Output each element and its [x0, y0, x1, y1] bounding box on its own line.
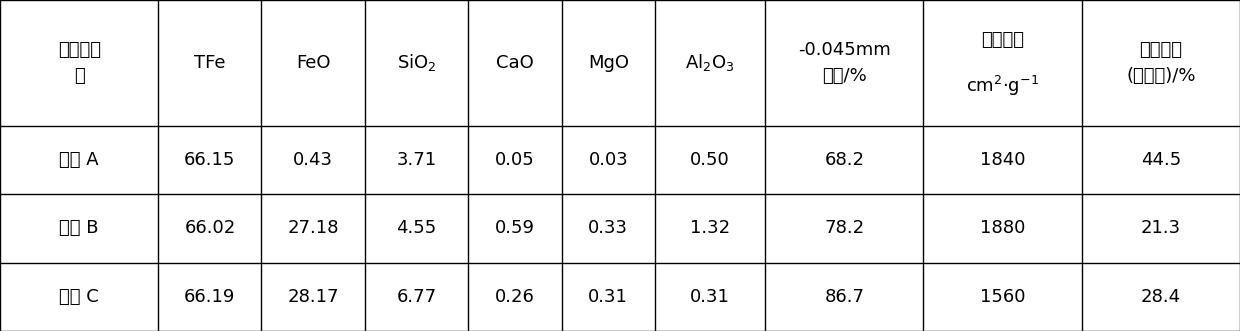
Text: 铁矿 A: 铁矿 A	[60, 151, 99, 169]
Text: cm$^2$$\cdot$g$^{-1}$: cm$^2$$\cdot$g$^{-1}$	[966, 74, 1039, 98]
Text: 78.2: 78.2	[825, 219, 864, 237]
Text: 铁精矿种
类: 铁精矿种 类	[57, 41, 100, 85]
Text: -0.045mm
含量/%: -0.045mm 含量/%	[799, 41, 890, 85]
Text: FeO: FeO	[296, 54, 330, 72]
Text: 铁矿 B: 铁矿 B	[60, 219, 99, 237]
Text: 1880: 1880	[980, 219, 1025, 237]
Text: 1.32: 1.32	[691, 219, 730, 237]
Text: 0.43: 0.43	[293, 151, 334, 169]
Text: 比表面积: 比表面积	[981, 31, 1024, 49]
Text: 4.55: 4.55	[397, 219, 436, 237]
Text: CaO: CaO	[496, 54, 533, 72]
Text: 3.71: 3.71	[397, 151, 436, 169]
Text: SiO$_2$: SiO$_2$	[397, 52, 436, 73]
Text: 1840: 1840	[980, 151, 1025, 169]
Text: MgO: MgO	[588, 54, 629, 72]
Text: 44.5: 44.5	[1141, 151, 1180, 169]
Text: 1560: 1560	[980, 288, 1025, 306]
Text: 0.31: 0.31	[691, 288, 730, 306]
Text: 28.17: 28.17	[288, 288, 339, 306]
Text: 0.33: 0.33	[588, 219, 629, 237]
Text: 0.03: 0.03	[589, 151, 629, 169]
Text: 6.77: 6.77	[397, 288, 436, 306]
Text: 21.3: 21.3	[1141, 219, 1180, 237]
Text: 0.26: 0.26	[495, 288, 534, 306]
Text: 66.02: 66.02	[185, 219, 236, 237]
Text: 66.15: 66.15	[185, 151, 236, 169]
Text: 68.2: 68.2	[825, 151, 864, 169]
Text: 0.50: 0.50	[691, 151, 730, 169]
Text: 0.59: 0.59	[495, 219, 534, 237]
Text: 86.7: 86.7	[825, 288, 864, 306]
Text: 催化性能
(脱硝率)/%: 催化性能 (脱硝率)/%	[1126, 41, 1195, 85]
Text: 66.19: 66.19	[185, 288, 236, 306]
Text: Al$_2$O$_3$: Al$_2$O$_3$	[686, 52, 735, 73]
Text: 0.31: 0.31	[588, 288, 629, 306]
Text: 铁矿 C: 铁矿 C	[60, 288, 99, 306]
Text: 27.18: 27.18	[288, 219, 339, 237]
Text: TFe: TFe	[195, 54, 226, 72]
Text: 0.05: 0.05	[495, 151, 534, 169]
Text: 28.4: 28.4	[1141, 288, 1180, 306]
